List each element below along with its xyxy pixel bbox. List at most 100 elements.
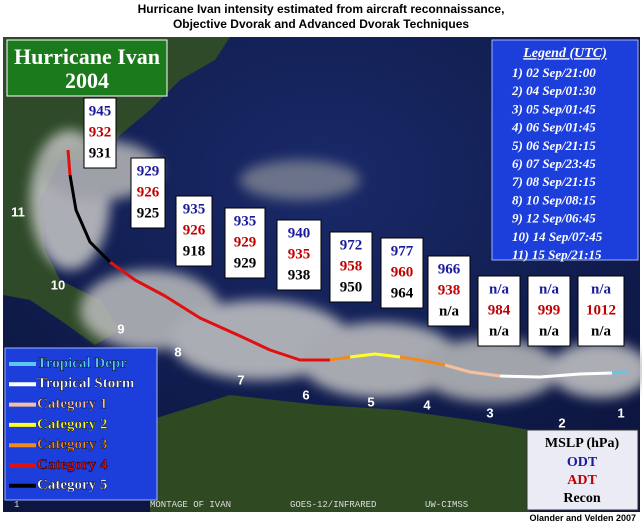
utc-legend-entry: 5) 06 Sep/21:15: [512, 138, 596, 153]
intensity-odt: 977: [391, 243, 414, 259]
storm-track: [66, 149, 629, 379]
title-line: Hurricane Ivan intensity estimated from …: [137, 2, 505, 16]
intensity-box: [83, 97, 117, 169]
credit: Olander and Velden 2007: [529, 513, 636, 523]
strip-sensor: GOES-12/INFRARED: [290, 500, 376, 510]
page-title: Hurricane Ivan intensity estimated from …: [0, 2, 642, 32]
intensity-adt: 926: [183, 222, 206, 238]
track-labels: 1 2 3 4 5 6 7 8 9 10 11: [11, 204, 624, 430]
utc-legend-entry: 7) 08 Sep/21:15: [512, 174, 596, 189]
track-label: 10: [51, 277, 65, 292]
category-name: Category 5: [37, 477, 107, 493]
track-label: 7: [237, 372, 244, 387]
track-label: 9: [117, 321, 124, 336]
value-key-header: MSLP (hPa): [545, 436, 620, 451]
intensity-odt: 940: [288, 225, 311, 241]
track-label: 3: [486, 405, 493, 420]
utc-legend-entry: 10) 14 Sep/07:45: [512, 229, 603, 244]
utc-legend-entry: 11) 15 Sep/21:15: [512, 247, 602, 262]
intensity-box: [577, 275, 625, 347]
track-label: 5: [367, 394, 374, 409]
value-key-box: [526, 429, 639, 511]
utc-legend-entry: 2) 04 Sep/01:30: [511, 83, 596, 98]
intensity-box: [276, 219, 322, 291]
intensity-adt: 935: [288, 246, 311, 262]
value-key-recon: Recon: [563, 491, 601, 506]
intensity-odt: n/a: [489, 281, 510, 297]
track-label: 4: [423, 397, 431, 412]
intensity-recon: n/a: [489, 323, 510, 339]
intensity-recon: n/a: [591, 323, 612, 339]
intensity-adt: 926: [137, 184, 160, 200]
track-label: 11: [11, 204, 25, 219]
utc-legend-title: Legend (UTC): [522, 46, 607, 61]
intensity-adt: 1012: [586, 302, 616, 318]
category-legend-entries: Tropical Depr Tropical Storm Category 1 Cat…: [9, 355, 135, 493]
storm-title: Hurricane Ivan: [14, 44, 160, 69]
track-label: 6: [302, 387, 309, 402]
intensity-box: [427, 255, 471, 327]
value-key-adt: ADT: [567, 473, 597, 488]
intensity-box: [527, 275, 571, 347]
value-key-odt: ODT: [567, 455, 598, 470]
category-name: Category 3: [37, 437, 107, 453]
intensity-recon: 925: [137, 205, 160, 221]
track-label: 1: [617, 405, 624, 420]
intensity-adt: 938: [438, 282, 461, 298]
image-strip: 1 MONTAGE OF IVAN GOES-12/INFRARED UW-CI…: [14, 500, 468, 510]
intensity-adt: 984: [488, 302, 511, 318]
intensity-recon: 918: [183, 243, 206, 259]
intensity-odt: 966: [438, 261, 461, 277]
utc-legend-box: [491, 39, 639, 261]
intensity-odt: 929: [137, 163, 160, 179]
intensity-box: [329, 231, 373, 303]
intensity-adt: 960: [391, 264, 414, 280]
intensity-adt: 932: [89, 124, 112, 140]
track-label: 8: [174, 344, 181, 359]
utc-legend-entry: 1) 02 Sep/21:00: [512, 65, 596, 80]
intensity-adt: 958: [340, 258, 363, 274]
utc-legend-entry: 9) 12 Sep/06:45: [512, 211, 596, 226]
intensity-recon: 938: [288, 267, 311, 283]
intensity-recon: n/a: [539, 323, 560, 339]
strip-montage: MONTAGE OF IVAN: [150, 500, 231, 510]
intensity-box: [175, 195, 213, 267]
intensity-odt: 945: [89, 103, 112, 119]
intensity-odt: 935: [234, 213, 257, 229]
utc-legend-entry: 6) 07 Sep/23:45: [512, 156, 596, 171]
category-name: Tropical Depr: [37, 355, 127, 371]
category-name: Tropical Storm: [37, 376, 135, 392]
category-name: Category 2: [37, 416, 107, 432]
intensity-recon: n/a: [439, 303, 460, 319]
intensity-box: [380, 237, 424, 309]
intensity-odt: n/a: [591, 281, 612, 297]
strip-source: UW-CIMSS: [425, 500, 468, 510]
intensity-recon: 931: [89, 145, 112, 161]
intensity-adt: 929: [234, 234, 257, 250]
land: [150, 395, 530, 512]
intensity-adt: 999: [538, 302, 561, 318]
storm-year: 2004: [65, 68, 109, 93]
title-line: Objective Dvorak and Advanced Dvorak Tec…: [172, 17, 470, 31]
intensity-odt: 972: [340, 237, 363, 253]
intensity-box: [224, 207, 266, 279]
category-name: Category 4: [37, 457, 108, 473]
intensity-recon: 964: [391, 285, 414, 301]
utc-legend-entry: 3) 05 Sep/01:45: [511, 101, 596, 116]
storm-title-box: [6, 39, 168, 97]
intensity-recon: 929: [234, 255, 257, 271]
strip-frame: 1: [14, 500, 19, 510]
track-label: 2: [558, 415, 565, 430]
utc-legend-entry: 8) 10 Sep/08:15: [512, 192, 596, 207]
utc-legend-entries: 1) 02 Sep/21:00 2) 04 Sep/01:30 3) 05 Sep/…: [511, 65, 603, 262]
land: [3, 37, 230, 345]
intensity-box: [130, 157, 166, 229]
intensity-odt: 935: [183, 201, 206, 217]
utc-legend-entry: 4) 06 Sep/01:45: [511, 120, 596, 135]
intensity-recon: 950: [340, 279, 363, 295]
intensity-odt: n/a: [539, 281, 560, 297]
intensity-boxes: 945 932 931 929 926 925 935 926 918 935 929 929 940 9…: [83, 97, 625, 347]
intensity-box: [477, 275, 521, 347]
